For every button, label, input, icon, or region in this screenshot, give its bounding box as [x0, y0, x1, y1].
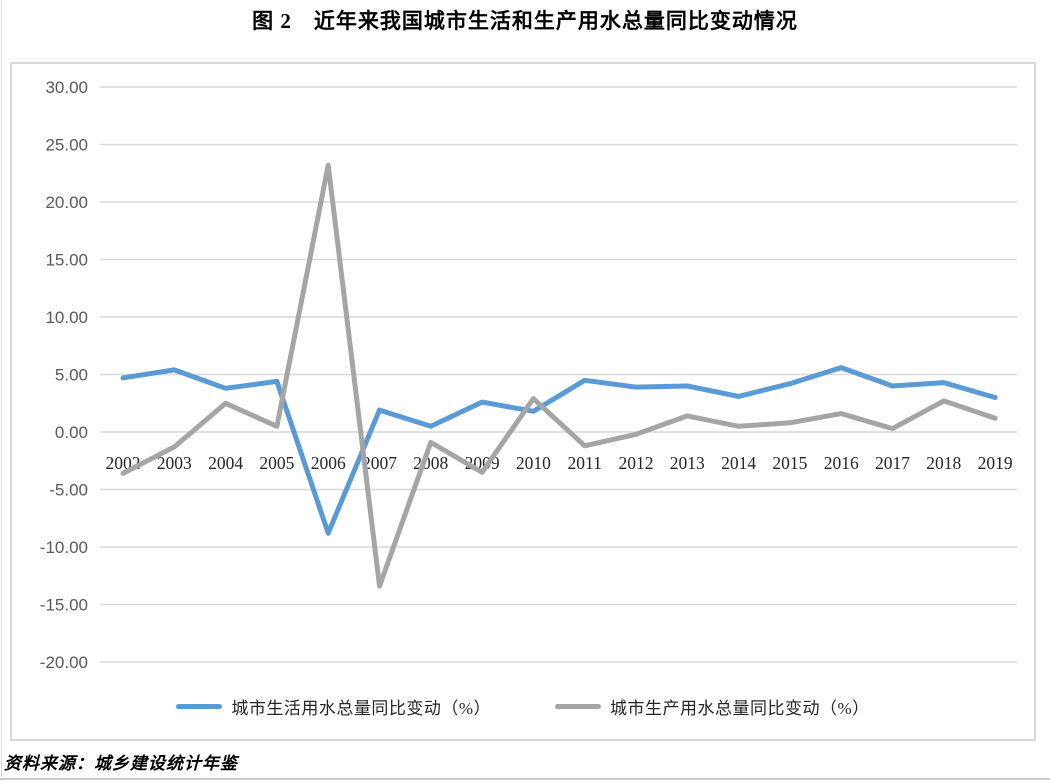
- x-axis-label: 2005: [259, 453, 294, 473]
- page-border-bottom: [0, 778, 1050, 780]
- legend-label: 城市生产用水总量同比变动（%）: [610, 699, 870, 718]
- x-axis-label: 2013: [670, 453, 705, 473]
- y-axis-label: 25.00: [45, 136, 88, 155]
- y-axis-label: 30.00: [45, 78, 88, 97]
- legend-item: 城市生产用水总量同比变动（%）: [555, 694, 870, 719]
- y-axis-label: 20.00: [45, 193, 88, 212]
- y-axis-label: 0.00: [55, 423, 88, 442]
- x-axis-label: 2002: [106, 453, 141, 473]
- page-border-left: [1, 0, 2, 777]
- x-axis-label: 2019: [978, 453, 1013, 473]
- chart-legend: 城市生活用水总量同比变动（%） 城市生产用水总量同比变动（%）: [12, 694, 1034, 719]
- y-axis-label: -15.00: [40, 596, 88, 615]
- y-axis-label: 15.00: [45, 251, 88, 270]
- x-axis-label: 2014: [721, 453, 756, 473]
- legend-line-swatch: [555, 704, 601, 709]
- x-axis-label: 2011: [568, 453, 602, 473]
- x-axis-label: 2012: [619, 453, 654, 473]
- legend-item: 城市生活用水总量同比变动（%）: [176, 694, 491, 719]
- y-axis-label: -10.00: [40, 538, 88, 557]
- chart-title: 图 2 近年来我国城市生活和生产用水总量同比变动情况: [252, 9, 798, 33]
- chart-frame: 30.00 25.00 20.00 15.00 10.00 5.00 0.00 -5.00 -1…: [10, 62, 1036, 741]
- x-axis-label: 2004: [208, 453, 243, 473]
- y-axis-label: 5.00: [55, 366, 88, 385]
- x-axis-label: 2016: [824, 453, 859, 473]
- y-axis-label: -20.00: [40, 653, 88, 672]
- x-axis-label: 2006: [311, 453, 346, 473]
- x-axis-label: 2015: [772, 453, 807, 473]
- x-axis-label: 2003: [157, 453, 192, 473]
- legend-label: 城市生活用水总量同比变动（%）: [231, 699, 491, 718]
- x-axis-label: 2010: [516, 453, 551, 473]
- legend-line-swatch: [176, 704, 223, 709]
- x-axis-label: 2018: [926, 453, 961, 473]
- series-line: [120, 162, 998, 589]
- series-line: [120, 365, 998, 536]
- y-axis-label: -5.00: [49, 481, 88, 500]
- x-axis-label: 2017: [875, 453, 910, 473]
- x-axis-label: 2007: [362, 453, 397, 473]
- source-note: 资料来源：城乡建设统计年鉴: [4, 754, 238, 773]
- line-chart: 30.00 25.00 20.00 15.00 10.00 5.00 0.00 -5.00 -1…: [40, 78, 1017, 672]
- y-axis-label: 10.00: [45, 308, 88, 327]
